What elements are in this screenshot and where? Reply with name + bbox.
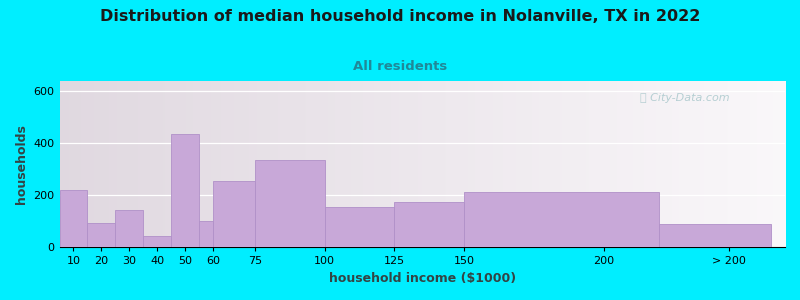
Bar	[659, 224, 771, 247]
Bar	[325, 207, 394, 247]
Bar	[255, 160, 325, 248]
Bar	[87, 223, 115, 247]
Text: ⓘ City-Data.com: ⓘ City-Data.com	[640, 93, 730, 103]
Y-axis label: households: households	[15, 124, 28, 204]
Bar	[143, 236, 171, 248]
Text: All residents: All residents	[353, 60, 447, 73]
X-axis label: household income ($1000): household income ($1000)	[329, 272, 516, 285]
Bar	[199, 221, 213, 248]
Bar	[394, 202, 464, 247]
Bar	[464, 191, 659, 248]
Bar	[213, 181, 255, 248]
Bar	[59, 190, 87, 247]
Bar	[115, 210, 143, 248]
Bar	[171, 134, 199, 248]
Text: Distribution of median household income in Nolanville, TX in 2022: Distribution of median household income …	[100, 9, 700, 24]
